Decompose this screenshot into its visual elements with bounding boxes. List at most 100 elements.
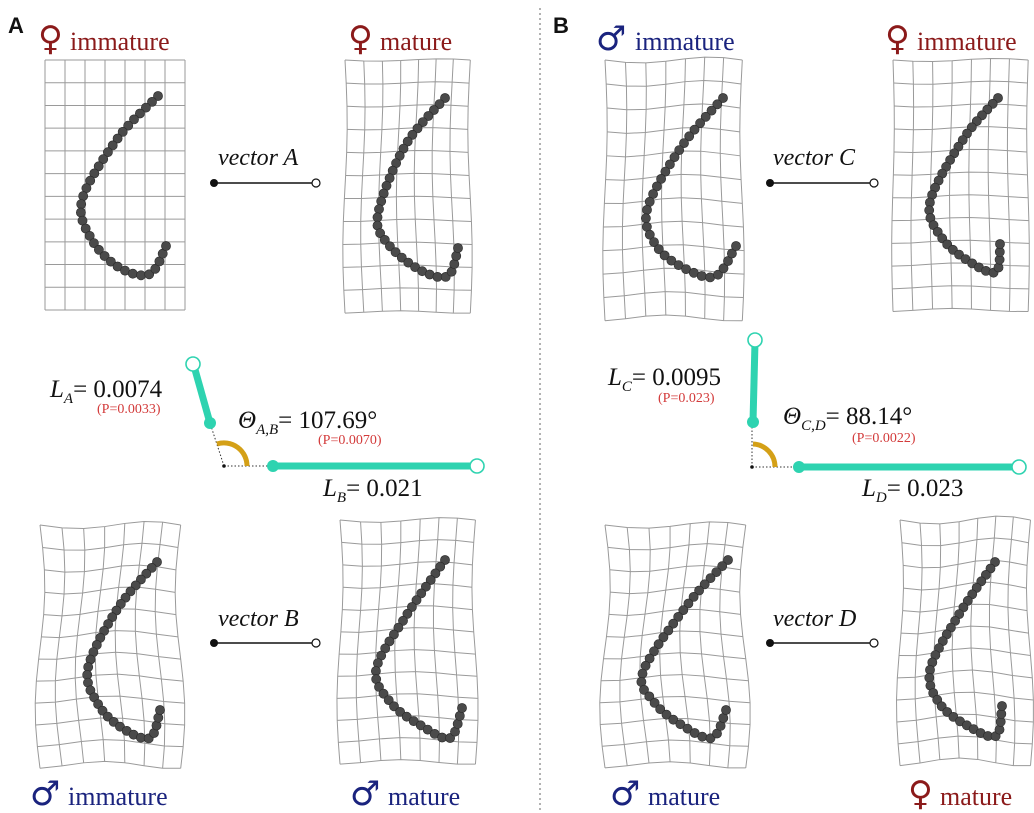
landmark-dot bbox=[995, 239, 1005, 249]
shape-label: immature bbox=[917, 27, 1017, 56]
landmark-dot bbox=[688, 592, 699, 602]
length-a-stat: LA= 0.0074 bbox=[49, 376, 163, 407]
landmark-dot bbox=[140, 102, 151, 113]
landmark-dot bbox=[668, 618, 679, 629]
landmark-dot bbox=[396, 252, 407, 263]
landmark-dot bbox=[383, 695, 394, 705]
landmark-dot bbox=[718, 93, 728, 103]
landmark-dot bbox=[123, 120, 134, 131]
angle-arc bbox=[216, 440, 250, 467]
shape-label: immature bbox=[68, 782, 168, 811]
landmark-dot bbox=[150, 263, 161, 274]
female-symbol-icon: ♀ bbox=[908, 774, 933, 813]
vector-arrow-d bbox=[766, 638, 879, 648]
landmark-dot bbox=[395, 707, 405, 717]
landmark-dot bbox=[401, 711, 412, 722]
landmark-dot bbox=[655, 704, 666, 715]
landmark-dot bbox=[644, 196, 655, 207]
landmark-dot bbox=[78, 191, 89, 201]
landmark-dot bbox=[666, 255, 677, 266]
p-value: (P=0.0022) bbox=[852, 431, 916, 446]
landmark-dot bbox=[423, 111, 434, 121]
panel-letter-a: A bbox=[8, 13, 24, 38]
landmark-dot bbox=[412, 123, 423, 134]
label-a-top-right: ♀ mature bbox=[348, 19, 452, 59]
landmark-dot bbox=[644, 229, 655, 240]
landmark-dot bbox=[718, 263, 729, 274]
landmark-dot bbox=[379, 234, 390, 245]
deformation-grid-a1 bbox=[44, 59, 186, 311]
landmark-dot bbox=[99, 251, 110, 261]
landmark-dot bbox=[89, 238, 99, 248]
landmark-dot bbox=[674, 145, 685, 155]
landmark-dot bbox=[642, 204, 652, 215]
vector-label: vector B bbox=[218, 606, 299, 632]
vector-arrow-b bbox=[210, 638, 321, 648]
landmark-dot bbox=[661, 709, 672, 720]
shape-label: mature bbox=[380, 27, 452, 56]
landmark-dot bbox=[103, 147, 113, 158]
label-a-bottom-right: ♂ mature bbox=[350, 774, 460, 813]
landmark-dot bbox=[117, 126, 128, 137]
landmark-dot bbox=[94, 244, 104, 255]
landmark-dot bbox=[706, 105, 717, 116]
landmark-dot bbox=[106, 256, 116, 267]
landmark-dot bbox=[639, 684, 649, 695]
landmark-dot bbox=[112, 261, 123, 272]
landmark-dot bbox=[641, 213, 651, 224]
shape-label: mature bbox=[940, 782, 1012, 811]
label-b-bottom-right: ♀ mature bbox=[908, 774, 1012, 813]
landmark-dot bbox=[637, 668, 648, 679]
landmark-curve-a3 bbox=[82, 557, 165, 744]
landmark-dot bbox=[451, 251, 462, 261]
landmark-dot bbox=[422, 724, 433, 735]
angle-diagram-a bbox=[185, 356, 485, 474]
landmark-dot bbox=[147, 97, 157, 107]
landmark-dot bbox=[697, 731, 708, 742]
landmark-dot bbox=[649, 237, 659, 247]
landmark-dot bbox=[717, 561, 728, 571]
angle-ab-stat: ΘA,B= 107.69° bbox=[238, 407, 377, 438]
landmark-curve-a4 bbox=[370, 555, 467, 743]
landmark-dot bbox=[129, 114, 139, 125]
vector-label: vector C bbox=[773, 145, 856, 171]
p-value: (P=0.023) bbox=[658, 391, 715, 406]
landmark-dot bbox=[449, 259, 460, 269]
deformation-grid-b1 bbox=[602, 56, 745, 322]
shape-label: immature bbox=[635, 27, 735, 56]
landmark-dot bbox=[658, 632, 669, 643]
landmark-dot bbox=[411, 595, 422, 606]
vector-arrow-c bbox=[766, 178, 879, 188]
landmark-dot bbox=[695, 118, 705, 129]
deformation-grid-b4 bbox=[896, 515, 1034, 767]
female-symbol-icon: ♀ bbox=[348, 19, 373, 59]
landmark-dot bbox=[374, 204, 384, 215]
landmark-dot bbox=[727, 248, 737, 259]
length-c-stat: LC= 0.0095 bbox=[607, 364, 721, 395]
landmark-dot bbox=[689, 124, 700, 135]
landmark-dot bbox=[378, 688, 389, 699]
landmark-dot bbox=[731, 241, 741, 251]
label-b-bottom-left: ♂ mature bbox=[610, 774, 720, 813]
landmark-dot bbox=[668, 714, 679, 725]
deformation-grid-b3 bbox=[599, 521, 751, 769]
landmark-dot bbox=[660, 166, 671, 177]
landmark-dot bbox=[663, 625, 674, 636]
label-a-top-left: ♀ immature bbox=[38, 19, 170, 59]
label-a-bottom-left: ♂ immature bbox=[30, 774, 168, 813]
landmark-dot bbox=[696, 271, 707, 281]
landmark-dot bbox=[453, 243, 463, 253]
landmark-dot bbox=[679, 138, 689, 148]
landmark-curve-b1 bbox=[641, 93, 741, 283]
landmark-dot bbox=[420, 581, 431, 592]
landmark-dot bbox=[673, 260, 684, 270]
landmark-dot bbox=[98, 154, 109, 165]
landmark-dot bbox=[711, 567, 722, 577]
panel-letter-b: B bbox=[553, 13, 569, 38]
p-value: (P=0.0070) bbox=[318, 433, 382, 448]
landmark-dot bbox=[721, 705, 731, 715]
landmark-dot bbox=[134, 108, 145, 119]
label-b-top-right: ♀ immature bbox=[885, 19, 1017, 59]
landmark-dot bbox=[374, 682, 384, 692]
vector-arrow-a bbox=[210, 178, 321, 188]
